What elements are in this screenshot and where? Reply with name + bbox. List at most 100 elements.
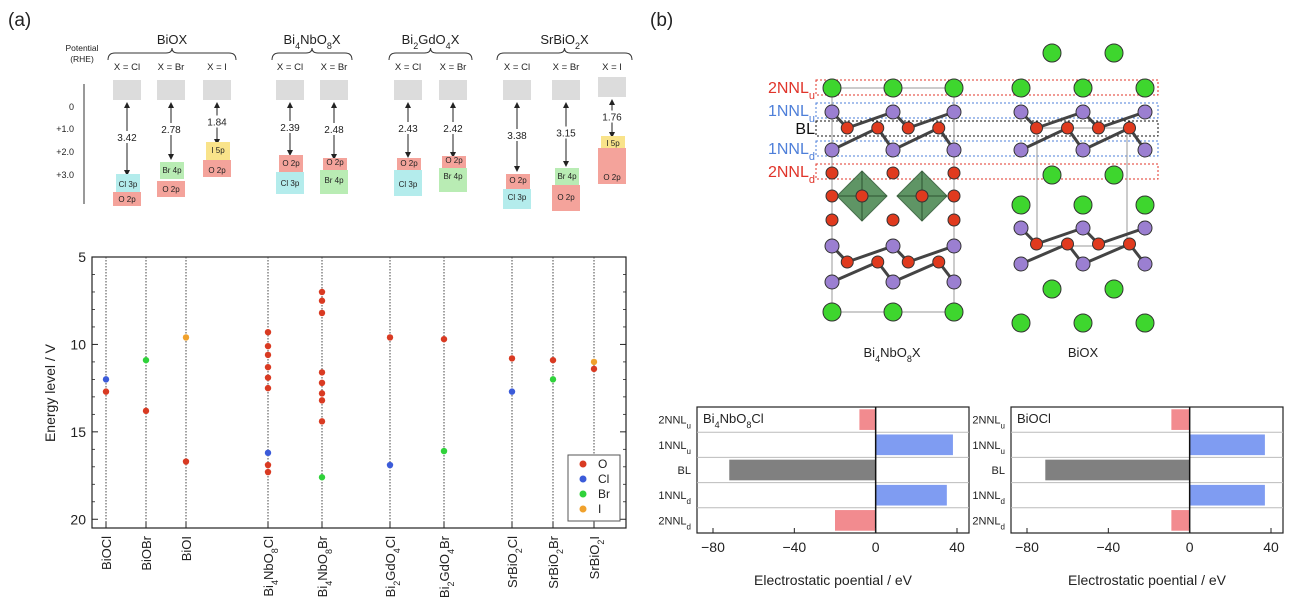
oxygen-atom xyxy=(855,189,869,203)
energy-level-chart: 5 10 15 20 BiOCl BiOBr BiOI Bi4NbO8Cl Bi4NbO8Br B… xyxy=(42,249,627,598)
oxygen-atom xyxy=(1092,121,1105,135)
band-column: X = I 1.76 I 5p O 2p xyxy=(598,62,626,184)
bismuth-atom xyxy=(946,238,962,254)
potential-chart: 2NNLu 1NNLu BL 1NNLd 2NNLd −80 −40 0 40 Bi4NbO8Cl… xyxy=(658,406,970,588)
legend-label: Cl xyxy=(598,472,609,486)
compound-label: SrBiO2Cl xyxy=(505,536,524,588)
orbital-label: O 2p xyxy=(445,156,463,165)
x-tick-label: 40 xyxy=(949,539,965,555)
halogen-atom xyxy=(1042,165,1062,185)
orbital-label: Br 4p xyxy=(324,176,344,185)
halogen-atom xyxy=(1104,279,1124,299)
oxygen-atom xyxy=(886,213,900,227)
orbital-label: Cl 3p xyxy=(119,180,138,189)
potential-bar xyxy=(1171,409,1190,430)
halogen-atom xyxy=(1042,43,1062,63)
gap-label-bg xyxy=(441,122,465,134)
band-column: X = Cl 2.43 O 2p Cl 3p xyxy=(394,62,422,196)
bismuth-atom xyxy=(885,274,901,290)
bond xyxy=(831,126,879,152)
legend-marker xyxy=(579,505,587,513)
orbital-label: O 2p xyxy=(400,159,418,168)
bismuth-atom xyxy=(1137,142,1153,158)
layer-label: 2NNLu xyxy=(768,80,815,102)
x-tick-label: −80 xyxy=(701,539,725,555)
oxygen-atom xyxy=(1061,237,1074,251)
bismuth-atom xyxy=(946,142,962,158)
bond xyxy=(846,244,894,264)
bond xyxy=(846,110,894,130)
column-label: X = Cl xyxy=(395,62,421,73)
layer-tick-label: 1NNLu xyxy=(658,440,691,456)
data-point xyxy=(264,328,272,336)
oxygen-atom xyxy=(947,189,961,203)
column-label: X = I xyxy=(207,62,227,73)
orbital-label: O 2p xyxy=(603,173,621,182)
data-point xyxy=(386,334,394,341)
band-column: X = Cl 2.39 O 2p Cl 3p xyxy=(276,62,304,194)
layer-box xyxy=(815,120,1159,137)
band-column: X = Br 2.78 Br 4p O 2p xyxy=(157,62,185,197)
energy-plot-frame xyxy=(91,256,627,529)
conduction-band xyxy=(552,80,580,100)
y-tick-label: 5 xyxy=(78,249,86,265)
layer-tick-label: 2NNLd xyxy=(972,515,1005,531)
bismuth-atom xyxy=(1013,220,1029,236)
data-point xyxy=(386,461,394,469)
oxygen-atom xyxy=(886,166,900,180)
band-column: X = Br 2.42 O 2p Br 4p xyxy=(439,62,467,192)
data-point xyxy=(264,342,272,350)
data-point xyxy=(264,384,272,392)
column-label: X = Cl xyxy=(504,62,530,73)
arrow-up-icon xyxy=(514,102,520,108)
column-label: X = I xyxy=(602,62,622,73)
halogen-atom xyxy=(1073,313,1093,333)
x-axis-label: Electrostatic poential / eV xyxy=(754,572,913,588)
arrow-down-icon xyxy=(514,166,520,172)
bismuth-atom xyxy=(946,104,962,120)
valence-band-block xyxy=(323,158,347,172)
y-tick-label: 10 xyxy=(70,336,86,352)
oxygen-atom xyxy=(1030,237,1043,251)
chart-title: Bi4NbO8Cl xyxy=(703,411,764,430)
data-point xyxy=(440,447,448,455)
x-tick-label: 40 xyxy=(1263,539,1279,555)
potential-bar xyxy=(859,409,876,430)
halogen-atom xyxy=(883,302,903,322)
orbital-label: I 5p xyxy=(606,139,620,148)
bond xyxy=(907,110,955,130)
group-brace xyxy=(496,47,633,61)
x-tick-label: −40 xyxy=(782,539,806,555)
oxygen-atom xyxy=(915,189,929,203)
x-tick-label: 0 xyxy=(1186,539,1194,555)
gap-value: 3.15 xyxy=(556,129,576,140)
band-group-title: SrBiO2X xyxy=(540,32,589,51)
halogen-atom xyxy=(883,78,903,98)
arrow-down-icon xyxy=(287,150,293,156)
valence-band-block xyxy=(555,168,579,188)
arrow-down-icon xyxy=(405,152,411,158)
data-point xyxy=(318,288,326,296)
x-axis-label: Electrostatic poential / eV xyxy=(1068,572,1227,588)
band-column: X = I 1.84 I 5p O 2p xyxy=(203,62,231,177)
potential-bar xyxy=(1189,434,1265,456)
column-label: X = Br xyxy=(440,62,467,73)
potential-chart: 2NNLu 1NNLu BL 1NNLd 2NNLd −80 −40 0 40 BiOCl Elec… xyxy=(972,406,1284,588)
gap-label-bg xyxy=(278,121,302,133)
legend-label: O xyxy=(598,457,607,471)
group-brace xyxy=(107,47,237,61)
conduction-band xyxy=(598,77,626,97)
gap-label-bg xyxy=(554,126,578,139)
potential-bar xyxy=(1189,484,1265,506)
valence-band-block xyxy=(276,172,304,194)
halogen-atom xyxy=(1073,195,1093,215)
orbital-label: O 2p xyxy=(208,166,226,175)
potential-bar xyxy=(1045,459,1190,481)
gap-value: 2.42 xyxy=(443,124,463,135)
band-column: X = Br 3.15 Br 4p O 2p xyxy=(552,62,580,211)
x-tick-label: −40 xyxy=(1096,539,1120,555)
bond xyxy=(1020,126,1069,152)
column-label: X = Br xyxy=(158,62,185,73)
potential-tick-2: +2.0 xyxy=(56,147,74,157)
